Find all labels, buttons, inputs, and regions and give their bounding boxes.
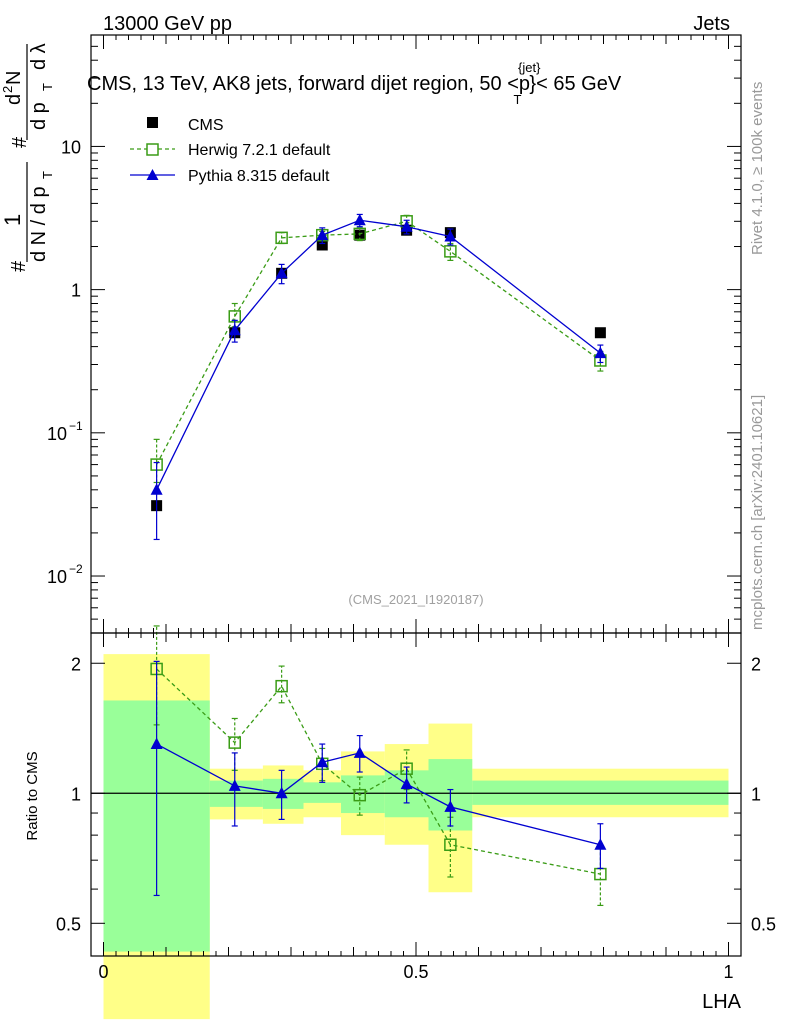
header-left: 13000 GeV pp [103,13,232,35]
legend-marker-cms [147,117,158,128]
ylabel-n: N [3,71,25,85]
main-pythia-point-2 [275,266,288,279]
ratio-xtick-label-2: 1 [723,962,733,982]
ratio-panel-axes: 0.5 0.5 1 1 2 2 0 0.5 1 [56,632,776,982]
main-ytick-label-0: 10 [47,567,67,587]
ratio-ytick-label-left-1: 1 [71,784,81,804]
ylabel-d: d [3,94,25,105]
main-pythia-point-7 [594,346,607,359]
rivet-label: Rivet 4.1.0, ≥ 100k events [749,82,766,255]
main-cms-point-7 [594,327,606,339]
main-herwig-line [156,220,601,465]
ylabel-exp-2: 2 [0,86,15,93]
main-ytick-label-3: 10 [61,137,81,157]
header-right: Jets [693,13,730,35]
ylabel-dlambda: d λ [28,43,50,70]
ratio-herwig-point-6 [444,838,457,852]
main-ytick-exp-0: −2 [69,562,83,576]
main-pythia-line [156,219,601,491]
main-ytick-exp-1: −1 [69,419,83,433]
ylabel-sub-t-1: T [40,171,55,179]
legend-label-herwig: Herwig 7.2.1 default [188,142,331,159]
ylabel-dn-dpt: d N / d p [28,186,50,262]
band-green-4 [341,775,385,814]
ratio-pythia-point-7 [594,838,607,850]
ratio-ytick-label-right-0: 0.5 [751,914,776,934]
main-pythia-point-0 [150,483,163,495]
legend-label-pythia: Pythia 8.315 default [188,168,330,185]
analysis-watermark: (CMS_2021_I1920187) [348,592,483,607]
ylabel-hash-2: # [9,136,31,148]
mcplots-label: mcplots.cern.ch [arXiv:2401.10621] [749,395,766,630]
ratio-pythia-point-2 [275,786,288,799]
ylabel-sub-t-2: T [40,83,55,91]
main-herwig-point-4 [353,227,366,241]
ratio-y-axis-label: Ratio to CMS [24,751,41,840]
main-ytick-label-1: 10 [47,424,67,444]
x-axis-label: LHA [702,991,742,1013]
ratio-panel-marks [150,625,607,907]
main-y-axis-label: # 1 d N / d p T # d 2 N d p T d λ [0,43,55,272]
ratio-herwig-point-2 [275,679,288,693]
ratio-pythia-point-0 [150,737,163,750]
main-ytick-label-2: 1 [71,281,81,301]
ratio-ytick-label-right-2: 2 [751,654,761,674]
ratio-ytick-label-left-2: 2 [71,654,81,674]
ratio-ytick-label-left-0: 0.5 [56,914,81,934]
legend-marker-herwig [146,143,159,156]
ylabel-dpt: d p [28,102,50,130]
main-cms-point-3 [316,239,328,251]
ratio-pythia-point-5 [400,777,413,790]
main-pythia-point-6 [444,229,457,242]
ratio-pythia-point-3 [316,755,329,768]
main-pythia-point-1 [228,323,241,336]
main-panel-marks [150,213,607,541]
main-herwig-point-2 [275,231,288,245]
main-herwig-point-6 [444,245,457,258]
main-pythia-point-3 [316,228,329,241]
ratio-pythia-line [156,743,601,846]
ratio-pythia-point-6 [444,800,457,812]
ratio-pythia-point-1 [228,779,241,791]
chart-title: CMS, 13 TeV, AK8 jets, forward dijet reg… [87,60,622,107]
legend: CMS Herwig 7.2.1 default Pythia 8.315 de… [130,117,331,185]
legend-label-cms: CMS [188,117,224,134]
ratio-xtick-label-1: 0.5 [403,962,428,982]
main-pythia-point-4 [353,213,366,226]
ylabel-one: 1 [0,214,25,226]
ratio-pythia-point-4 [353,746,366,758]
legend-marker-pythia [146,169,159,180]
ratio-herwig-line [156,668,601,875]
band-green-3 [303,782,341,803]
ratio-herwig-point-1 [228,736,241,749]
main-pythia-point-5 [400,220,413,232]
ylabel-hash-1: # [8,260,30,272]
ratio-xtick-label-0: 0 [98,962,108,982]
ratio-herwig-point-4 [353,788,366,802]
ratio-ytick-label-right-1: 1 [751,784,761,804]
